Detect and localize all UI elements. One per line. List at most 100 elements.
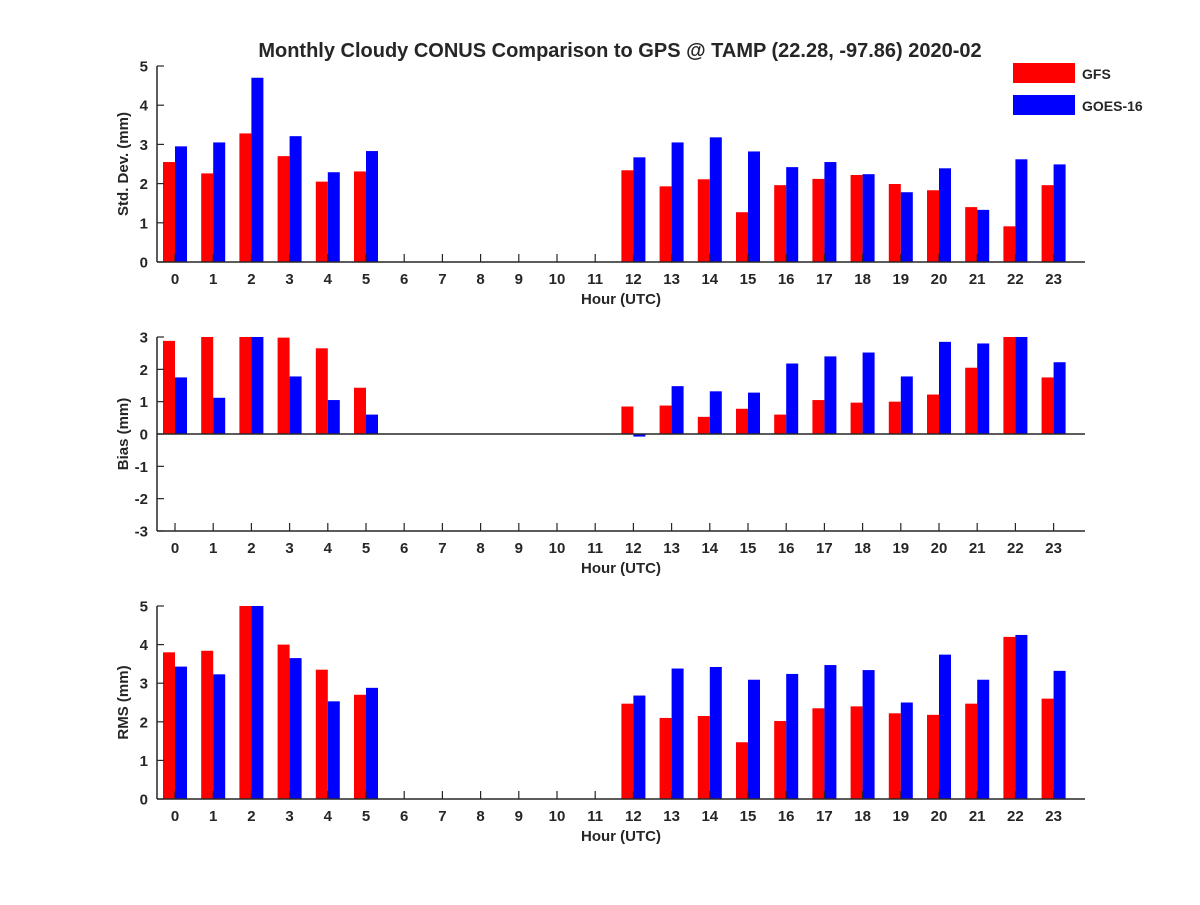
std-dev-bar-goes16 xyxy=(900,192,913,262)
rms-bar-gfs xyxy=(965,703,978,799)
rms-bar-gfs xyxy=(850,706,863,799)
rms-bar-goes16 xyxy=(786,673,799,799)
bias-x-tick-label: 15 xyxy=(740,540,757,557)
std-dev-bar-gfs xyxy=(239,133,252,262)
bias-bar-gfs xyxy=(621,406,634,434)
bias-bar-goes16 xyxy=(939,341,951,434)
bias-bar-gfs xyxy=(812,400,825,434)
rms-x-tick-label: 6 xyxy=(400,808,408,825)
rms-bar-goes16 xyxy=(977,679,990,799)
std-dev-bar-gfs xyxy=(163,162,175,262)
std-dev-x-tick-label: 17 xyxy=(816,271,833,288)
rms-bar-gfs xyxy=(736,742,748,799)
std-dev-y-tick-label: 4 xyxy=(140,98,149,115)
rms-x-tick-label: 7 xyxy=(438,808,446,825)
std-dev-bar-goes16 xyxy=(1015,159,1028,262)
rms-x-tick-label: 11 xyxy=(587,808,603,825)
rms-bar-goes16 xyxy=(709,666,722,799)
bias-x-tick-label: 22 xyxy=(1007,540,1024,557)
std-dev-x-tick-label: 8 xyxy=(476,271,484,288)
bias-bar-goes16 xyxy=(900,376,913,434)
bias-y-tick-label: -2 xyxy=(135,491,148,508)
bias-x-tick-label: 18 xyxy=(854,540,871,557)
std-dev-bar-gfs xyxy=(621,170,634,262)
std-dev-bar-gfs xyxy=(812,178,825,262)
legend-label-goes16: GOES-16 xyxy=(1082,98,1143,114)
rms-y-tick-label: 2 xyxy=(140,714,148,731)
rms-y-tick-label: 0 xyxy=(140,792,148,809)
bias-bar-goes16 xyxy=(977,343,990,434)
bias-x-tick-label: 1 xyxy=(209,540,217,557)
rms-bar-gfs xyxy=(315,669,328,799)
rms-y-tick-label: 4 xyxy=(140,637,149,654)
rms-x-tick-label: 10 xyxy=(549,808,566,825)
std-dev-x-tick-label: 2 xyxy=(247,271,255,288)
rms-x-tick-label: 18 xyxy=(854,808,871,825)
bias-x-tick-label: 10 xyxy=(549,540,566,557)
std-dev-x-tick-label: 15 xyxy=(740,271,757,288)
std-dev-bar-gfs xyxy=(659,186,672,262)
rms-bar-gfs xyxy=(659,717,672,799)
rms-bar-goes16 xyxy=(213,674,226,799)
rms-bar-goes16 xyxy=(251,606,264,799)
std-dev-bar-goes16 xyxy=(977,209,990,262)
rms-x-tick-label: 15 xyxy=(740,808,757,825)
bias-y-tick-label: 3 xyxy=(140,330,148,347)
bias-bar-gfs xyxy=(659,405,672,434)
bias-bar-goes16 xyxy=(633,434,646,437)
bias-y-tick-label: -1 xyxy=(135,459,148,476)
bias-bar-gfs xyxy=(354,387,366,434)
rms-x-axis-label: Hour (UTC) xyxy=(581,828,661,845)
std-dev-x-tick-label: 16 xyxy=(778,271,795,288)
std-dev-x-tick-label: 20 xyxy=(931,271,948,288)
bias-bar-goes16 xyxy=(786,363,799,434)
rms-bar-gfs xyxy=(1041,698,1054,799)
bias-bar-gfs xyxy=(888,401,901,434)
std-dev-bar-gfs xyxy=(774,185,787,262)
rms-x-tick-label: 13 xyxy=(663,808,680,825)
bias-x-tick-label: 0 xyxy=(171,540,179,557)
std-dev-bar-goes16 xyxy=(939,168,951,262)
rms-y-tick-label: 5 xyxy=(140,599,148,616)
std-dev-bar-goes16 xyxy=(786,167,799,262)
bias-x-tick-label: 13 xyxy=(663,540,680,557)
bias-bar-gfs xyxy=(1003,337,1016,434)
std-dev-bar-gfs xyxy=(888,183,901,262)
bias-x-tick-label: 23 xyxy=(1045,540,1062,557)
bias-y-tick-label: 0 xyxy=(140,427,148,444)
std-dev-bar-goes16 xyxy=(709,137,722,262)
rms-bar-goes16 xyxy=(824,665,837,799)
rms-bar-goes16 xyxy=(633,695,646,799)
std-dev-x-tick-label: 21 xyxy=(969,271,986,288)
std-dev-bar-goes16 xyxy=(1053,164,1066,262)
rms-bar-goes16 xyxy=(862,670,875,799)
rms-bar-gfs xyxy=(812,708,825,799)
rms-bar-goes16 xyxy=(939,654,951,799)
bias-bar-gfs xyxy=(697,416,710,434)
bias-x-tick-label: 21 xyxy=(969,540,986,557)
bias-bar-goes16 xyxy=(366,414,378,434)
bias-bar-gfs xyxy=(201,337,214,434)
std-dev-bar-goes16 xyxy=(289,136,302,262)
std-dev-bar-gfs xyxy=(697,179,710,262)
rms-bar-gfs xyxy=(354,694,366,799)
bias-bar-goes16 xyxy=(748,392,760,434)
std-dev-x-tick-label: 9 xyxy=(515,271,523,288)
std-dev-y-tick-label: 3 xyxy=(140,137,148,154)
rms-bar-gfs xyxy=(888,713,901,799)
rms-x-tick-label: 17 xyxy=(816,808,833,825)
std-dev-bar-gfs xyxy=(1003,226,1016,262)
bias-bar-gfs xyxy=(239,337,252,434)
std-dev-x-tick-label: 12 xyxy=(625,271,642,288)
std-dev-x-tick-label: 11 xyxy=(587,271,603,288)
rms-x-tick-label: 12 xyxy=(625,808,642,825)
bias-bar-goes16 xyxy=(824,356,837,434)
bias-x-tick-label: 9 xyxy=(515,540,523,557)
rms-x-tick-label: 9 xyxy=(515,808,523,825)
bias-bar-goes16 xyxy=(1015,337,1028,434)
std-dev-bar-goes16 xyxy=(671,142,684,262)
